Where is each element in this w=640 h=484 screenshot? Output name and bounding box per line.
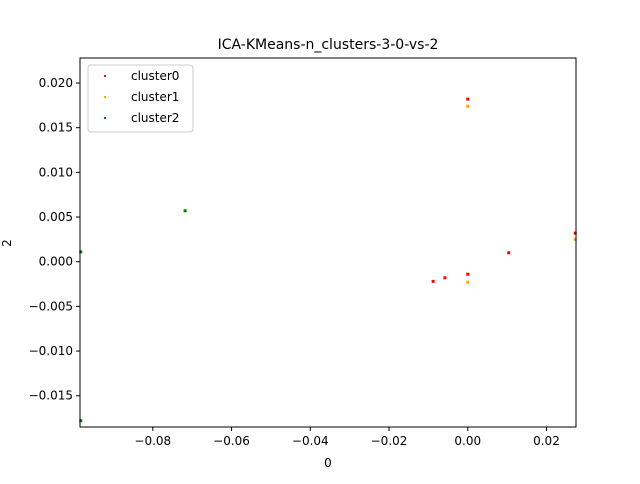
y-tick-label: 0.000 <box>39 255 73 269</box>
y-axis: 0.020 0.015 0.010 0.005 0.000 −0.005 −0.010 −0.… <box>29 76 80 403</box>
x-tick-label: −0.08 <box>134 434 171 448</box>
x-axis: −0.08 −0.06 −0.04 −0.02 0.00 0.02 <box>134 427 560 448</box>
x-tick-label: −0.04 <box>292 434 329 448</box>
x-axis-label: 0 <box>324 456 332 470</box>
data-point <box>507 251 511 255</box>
chart-title: ICA-KMeans-n_clusters-3-0-vs-2 <box>218 37 439 53</box>
data-point <box>79 419 83 423</box>
y-tick-label: −0.015 <box>29 389 73 403</box>
x-tick-label: 0.02 <box>533 434 560 448</box>
data-point <box>79 250 83 254</box>
legend-label: cluster2 <box>131 111 179 125</box>
y-tick-label: −0.010 <box>29 344 73 358</box>
y-tick-label: −0.005 <box>29 299 73 313</box>
y-tick-label: 0.005 <box>39 210 73 224</box>
data-point <box>466 272 470 276</box>
y-tick-label: 0.010 <box>39 165 73 179</box>
points-layer <box>79 97 577 423</box>
legend-label: cluster1 <box>131 90 179 104</box>
plot-area <box>79 57 577 428</box>
data-point <box>466 97 470 101</box>
data-point <box>466 280 470 284</box>
x-tick-label: −0.06 <box>213 434 250 448</box>
y-tick-label: 0.020 <box>39 76 73 90</box>
plot-frame <box>79 57 577 428</box>
legend-box <box>87 64 194 133</box>
data-point <box>573 231 577 235</box>
data-point <box>431 279 435 283</box>
data-point <box>443 276 447 280</box>
legend-label: cluster0 <box>131 69 179 83</box>
legend-marker <box>104 96 106 98</box>
data-point <box>183 209 187 213</box>
y-tick-label: 0.015 <box>39 121 73 135</box>
y-axis-label: 2 <box>0 239 14 247</box>
x-tick-label: −0.02 <box>371 434 408 448</box>
legend-marker <box>104 75 106 77</box>
legend-marker <box>104 117 106 119</box>
legend: cluster0 cluster1 cluster2 <box>87 64 194 133</box>
data-point <box>573 237 577 241</box>
x-tick-label: 0.00 <box>454 434 481 448</box>
data-point <box>466 104 470 108</box>
